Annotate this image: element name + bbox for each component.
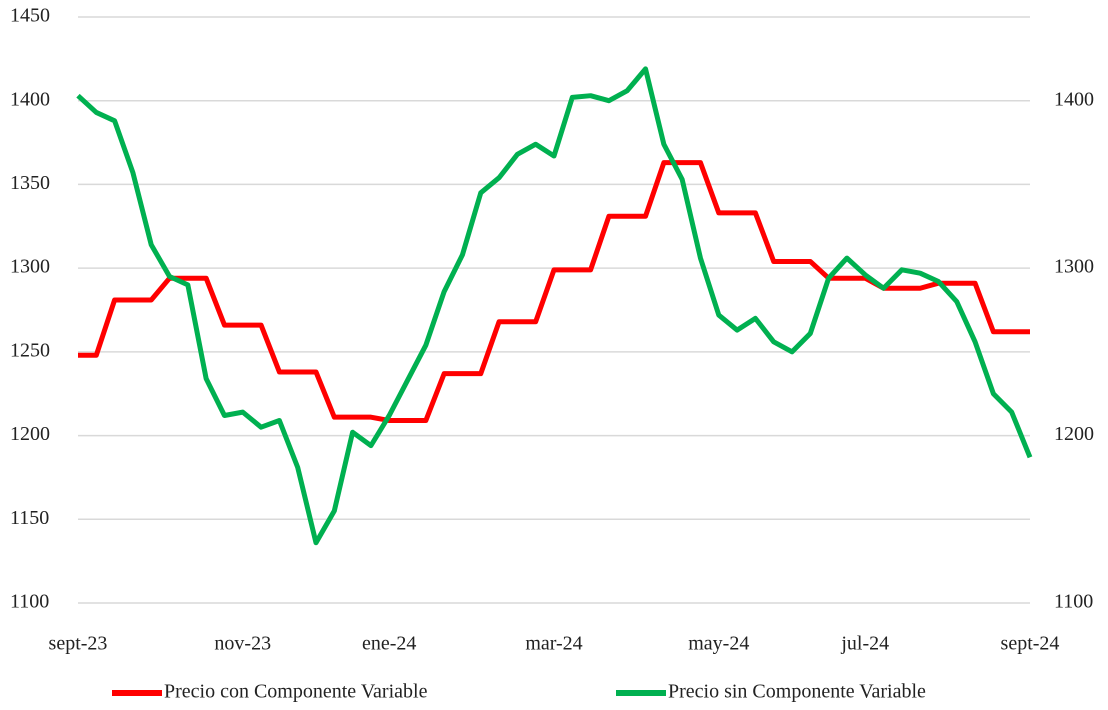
y2-tick-label: 1400 [1054, 88, 1094, 110]
y-tick-label: 1300 [10, 256, 50, 278]
x-tick-label: nov-23 [214, 633, 271, 655]
y-tick-label: 1200 [10, 423, 50, 445]
legend-label: Precio con Componente Variable [164, 681, 428, 703]
y-tick-label: 1400 [10, 88, 50, 110]
y2-tick-label: 1200 [1054, 423, 1094, 445]
legend-label: Precio sin Componente Variable [668, 681, 926, 703]
x-tick-label: sept-23 [49, 633, 108, 655]
y-tick-label: 1150 [10, 507, 49, 529]
x-tick-label: mar-24 [525, 633, 582, 655]
y2-tick-label: 1100 [1054, 591, 1093, 613]
y-tick-label: 1350 [10, 172, 50, 194]
x-tick-label: sept-24 [1001, 633, 1060, 655]
line-series [76, 66, 1033, 546]
x-tick-label: jul-24 [840, 633, 889, 655]
y-tick-label: 1100 [10, 591, 49, 613]
y-tick-label: 1450 [10, 5, 50, 27]
y-tick-label: 1250 [10, 339, 50, 361]
line-series [78, 160, 1030, 424]
y2-tick-label: 1300 [1054, 256, 1094, 278]
x-tick-label: may-24 [688, 633, 749, 655]
x-tick-label: ene-24 [362, 633, 416, 655]
